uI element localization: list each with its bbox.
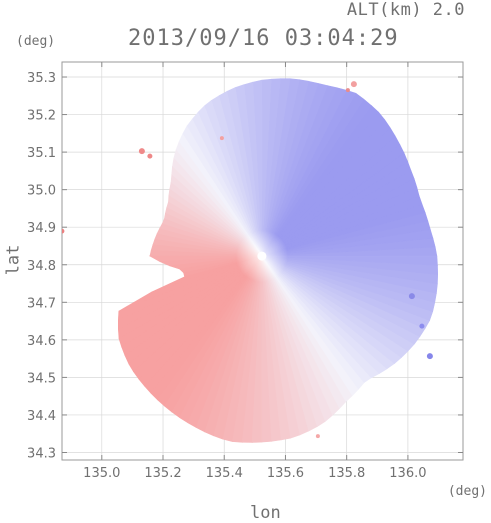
axis-ticks: 135.0 135.2 135.4 135.6 135.8 136.0 34.3 34.4 34…	[27, 62, 463, 481]
echo-speckle	[147, 153, 153, 159]
altitude-label: ALT(km) 2.0	[346, 0, 465, 20]
y-tick-label: 34.3	[27, 446, 56, 461]
x-tick-label: 136.0	[389, 466, 426, 481]
x-tick-label: 135.0	[83, 466, 120, 481]
y-tick-label: 34.6	[27, 334, 56, 349]
echo-speckle	[408, 293, 415, 300]
x-tick-label: 135.2	[144, 466, 181, 481]
echo-speckle	[350, 81, 357, 88]
chart-title: 2013/09/16 03:04:29	[128, 26, 399, 51]
y-tick-label: 34.7	[27, 296, 56, 311]
echo-speckle	[219, 136, 224, 141]
y-tick-label: 35.2	[27, 109, 56, 124]
y-tick-label: 34.5	[27, 371, 56, 386]
x-tick-label: 135.6	[267, 466, 304, 481]
x-tick-label: 135.8	[328, 466, 365, 481]
x-axis-label: lon	[250, 503, 281, 523]
y-tick-label: 34.4	[27, 409, 56, 424]
echo-speckle	[426, 353, 433, 360]
echo-speckle	[138, 148, 145, 155]
y-tick-label: 35.0	[27, 184, 56, 199]
y-tick-label: 35.3	[27, 71, 56, 86]
y-tick-label: 34.9	[27, 221, 56, 236]
y-tick-label: 34.8	[27, 259, 56, 274]
radar-site-marker	[257, 251, 267, 261]
echo-speckle	[315, 434, 320, 439]
doppler-field	[62, 78, 439, 443]
x-axis-unit: (deg)	[447, 484, 487, 499]
velocity-sector	[261, 255, 438, 266]
echo-speckle	[419, 323, 425, 329]
y-tick-label: 35.1	[27, 146, 56, 161]
echo-speckle	[345, 88, 350, 93]
y-axis-unit: (deg)	[16, 34, 56, 49]
x-tick-label: 135.4	[206, 466, 243, 481]
echo-speckle	[62, 228, 65, 234]
